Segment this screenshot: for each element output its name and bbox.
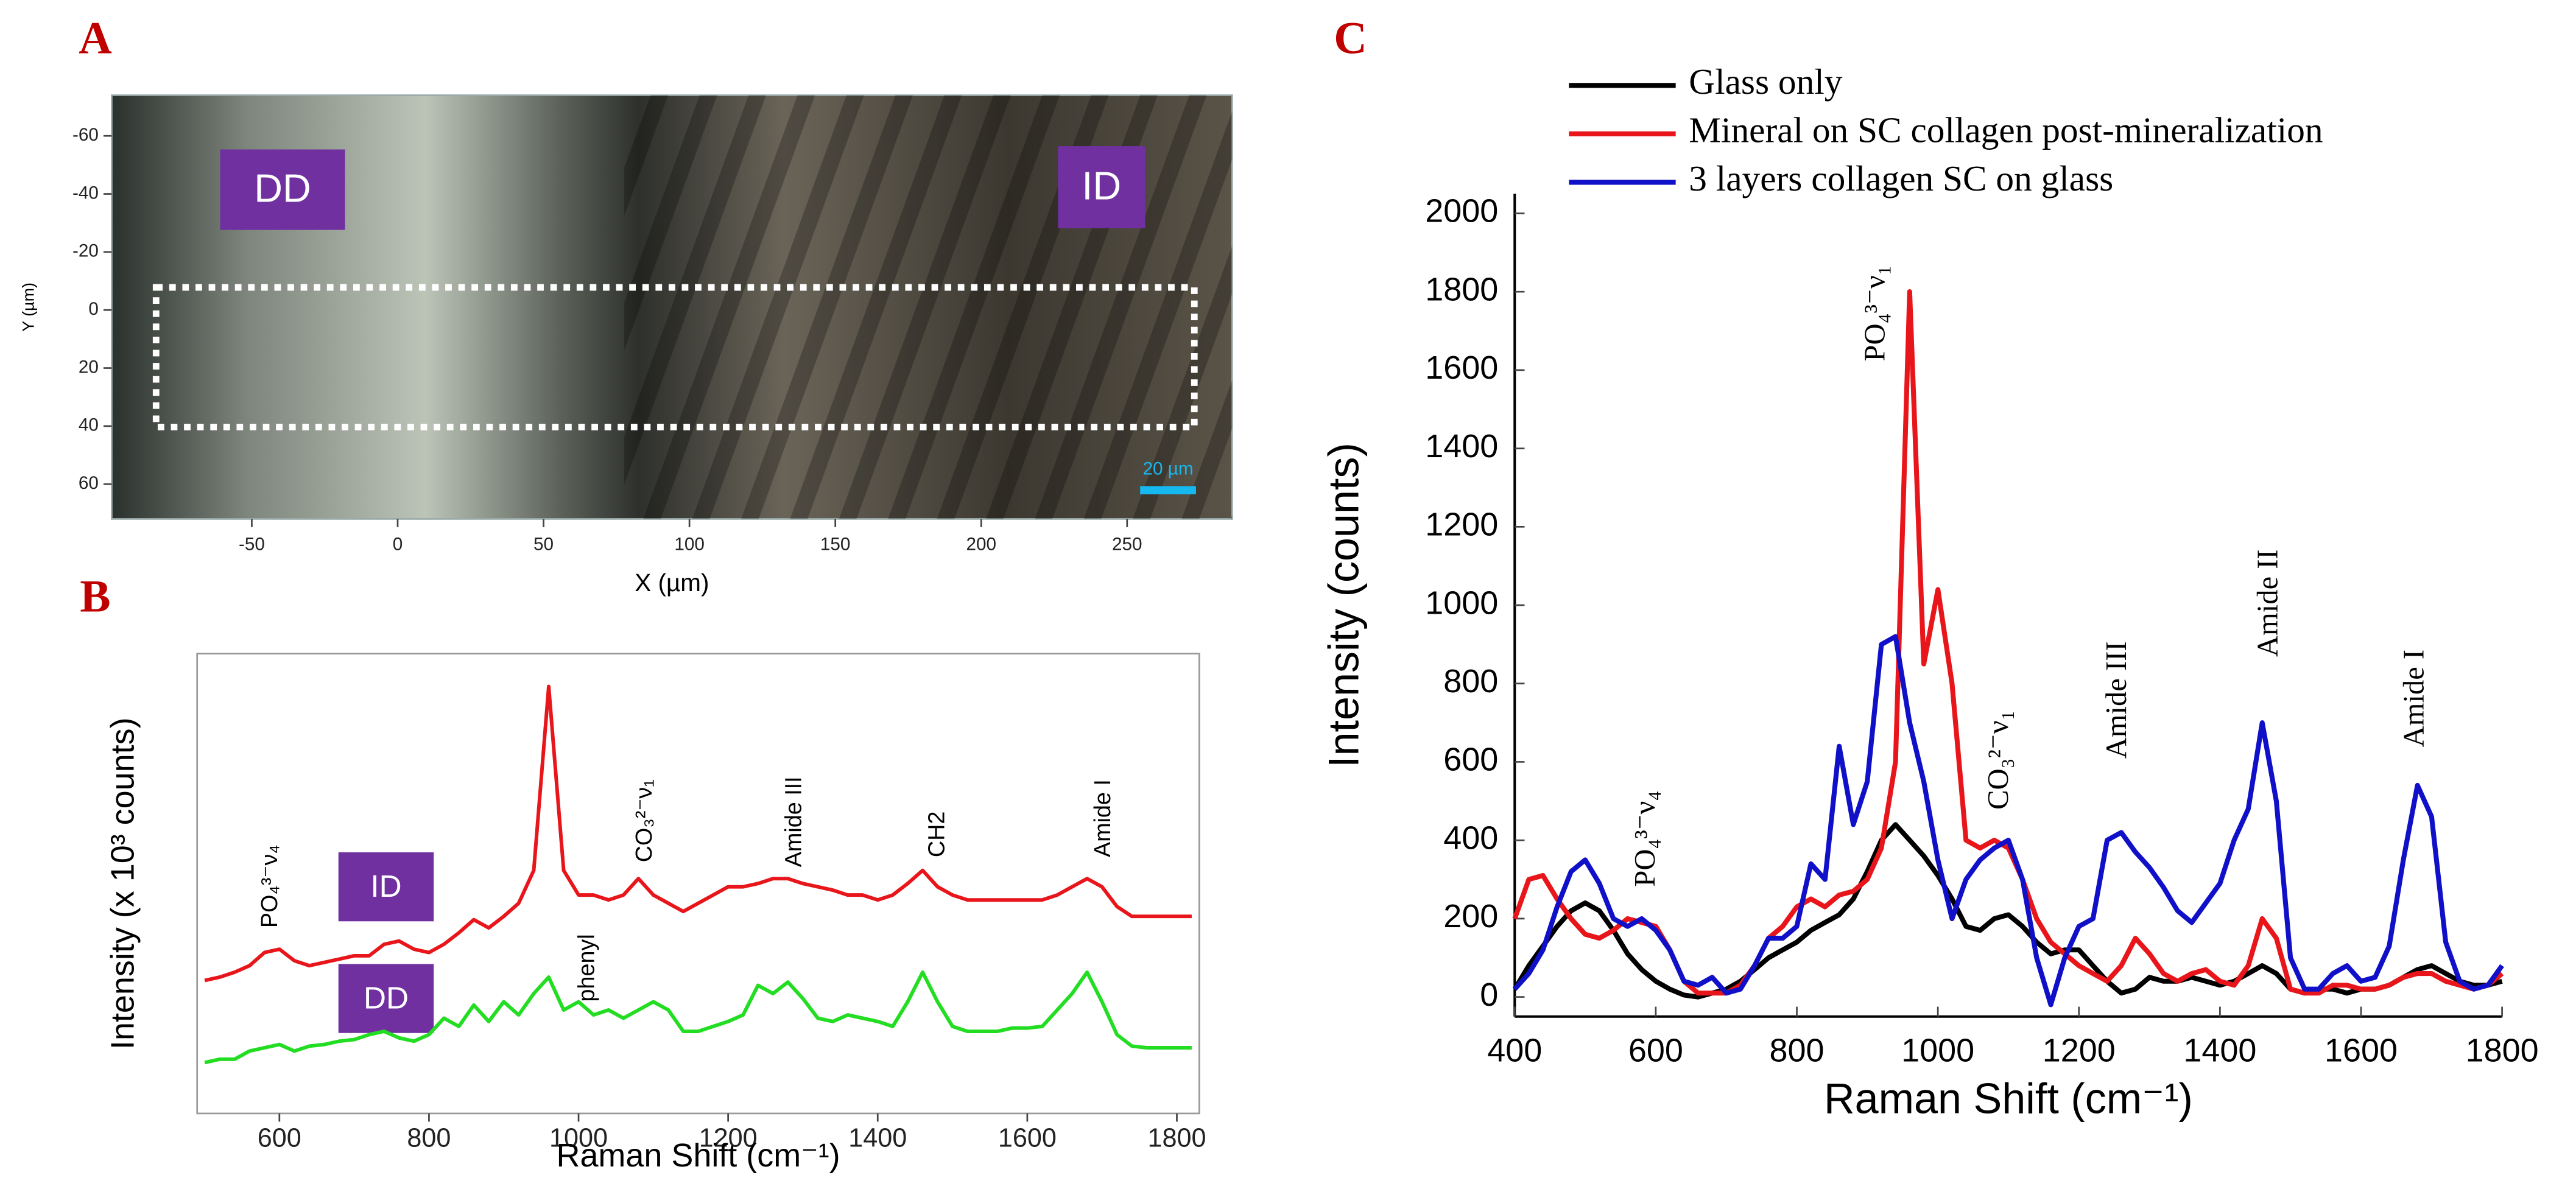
- y-tick-label: -60: [72, 125, 99, 145]
- y-axis-label: Intensity (counts): [1320, 443, 1368, 768]
- label-box: [338, 964, 434, 1033]
- x-tick-label: 150: [820, 534, 850, 554]
- x-tick-label: 100: [674, 534, 704, 554]
- x-tick-label: 600: [1628, 1032, 1683, 1068]
- x-tick-label: 1800: [2466, 1032, 2539, 1068]
- annotation: PO₄³⁻ν₄: [1628, 791, 1661, 887]
- y-tick-label: 0: [1480, 977, 1498, 1013]
- x-axis-label: Raman Shift (cm⁻¹): [1824, 1075, 2193, 1123]
- scale-bar: [1140, 486, 1196, 494]
- x-tick-label: 400: [1487, 1032, 1542, 1068]
- y-tick-label: 400: [1443, 819, 1498, 856]
- annotation: PO₄³⁻ν₄: [257, 844, 283, 928]
- y-tick-label: -20: [72, 241, 99, 261]
- panel-letter: A: [79, 13, 112, 63]
- x-tick-label: 0: [393, 534, 403, 554]
- x-tick-label: 1000: [1901, 1032, 1974, 1068]
- annotation: CO₃²⁻ν₁: [1982, 710, 2015, 809]
- panel-letter: B: [80, 572, 110, 622]
- micrograph: [111, 94, 1233, 520]
- y-tick-label: 60: [79, 473, 99, 493]
- annotation: phenyl: [574, 934, 600, 1001]
- y-tick-label: 1600: [1425, 349, 1498, 386]
- x-axis-label: Raman Shift (cm⁻¹): [557, 1137, 840, 1174]
- y-tick-label: 600: [1443, 742, 1498, 778]
- label-box: [220, 149, 345, 230]
- y-tick-label: 2000: [1425, 193, 1498, 230]
- annotation: Amide III: [2100, 641, 2133, 759]
- series-line: [204, 684, 1192, 983]
- scan-region: [152, 284, 1198, 430]
- scale-bar-label: 20 µm: [1143, 458, 1194, 479]
- label-box: [1058, 146, 1145, 228]
- x-tick-label: 1600: [2324, 1032, 2398, 1068]
- x-tick-label: 1600: [998, 1123, 1057, 1152]
- series-line: [1513, 634, 2504, 1008]
- y-tick-label: 1400: [1425, 428, 1498, 465]
- x-tick-label: 200: [966, 534, 996, 554]
- y-tick-label: 800: [1443, 663, 1498, 700]
- legend-label: 3 layers collagen SC on glass: [1689, 158, 2113, 198]
- x-tick-label: 1200: [699, 1123, 758, 1152]
- y-tick-label: 20: [79, 357, 99, 377]
- y-tick-label: 1800: [1425, 271, 1498, 307]
- annotation: Amide III: [781, 776, 807, 867]
- panel-letter: C: [1334, 13, 1367, 63]
- label-box: [338, 852, 434, 922]
- y-tick-label: 40: [79, 415, 99, 435]
- y-axis-label: Y (µm): [19, 282, 38, 332]
- y-tick-label: 1000: [1425, 584, 1498, 621]
- x-tick-label: 1200: [2043, 1032, 2116, 1068]
- annotation: Amide I: [1090, 779, 1116, 857]
- label-text: ID: [370, 869, 401, 903]
- x-tick-label: 50: [533, 534, 554, 554]
- legend-label: Glass only: [1689, 61, 1842, 102]
- plot-frame: [196, 653, 1200, 1115]
- annotation: PO₄³⁻ν₁: [1859, 265, 1892, 361]
- x-axis-label: X (µm): [635, 569, 709, 597]
- y-axis-label: Intensity (x 10³ counts): [104, 717, 141, 1050]
- annotation: CH2: [924, 812, 949, 858]
- label-text: ID: [1082, 163, 1121, 208]
- label-text: DD: [364, 980, 409, 1015]
- label-text: DD: [254, 166, 311, 210]
- x-tick-label: 600: [258, 1123, 301, 1152]
- annotation: Amide I: [2397, 650, 2430, 747]
- annotation: Amide II: [2251, 549, 2284, 657]
- series-line: [1512, 822, 2503, 1000]
- x-tick-label: -50: [239, 534, 265, 554]
- y-tick-label: 1200: [1425, 507, 1498, 543]
- legend-label: Mineral on SC collagen post-mineralizati…: [1689, 110, 2323, 150]
- series-line: [204, 970, 1192, 1065]
- y-tick-label: 200: [1443, 898, 1498, 935]
- x-tick-label: 1400: [848, 1123, 907, 1152]
- x-tick-label: 800: [1770, 1032, 1825, 1068]
- y-tick-label: 0: [88, 299, 99, 319]
- series-line: [1512, 289, 2504, 996]
- annotation: CO₃²⁻ν₁: [632, 779, 657, 862]
- x-tick-label: 1000: [549, 1123, 608, 1152]
- x-tick-label: 800: [407, 1123, 451, 1152]
- x-tick-label: 250: [1112, 534, 1142, 554]
- x-tick-label: 1800: [1147, 1123, 1206, 1152]
- y-tick-label: -40: [72, 183, 99, 203]
- x-tick-label: 1400: [2183, 1032, 2256, 1068]
